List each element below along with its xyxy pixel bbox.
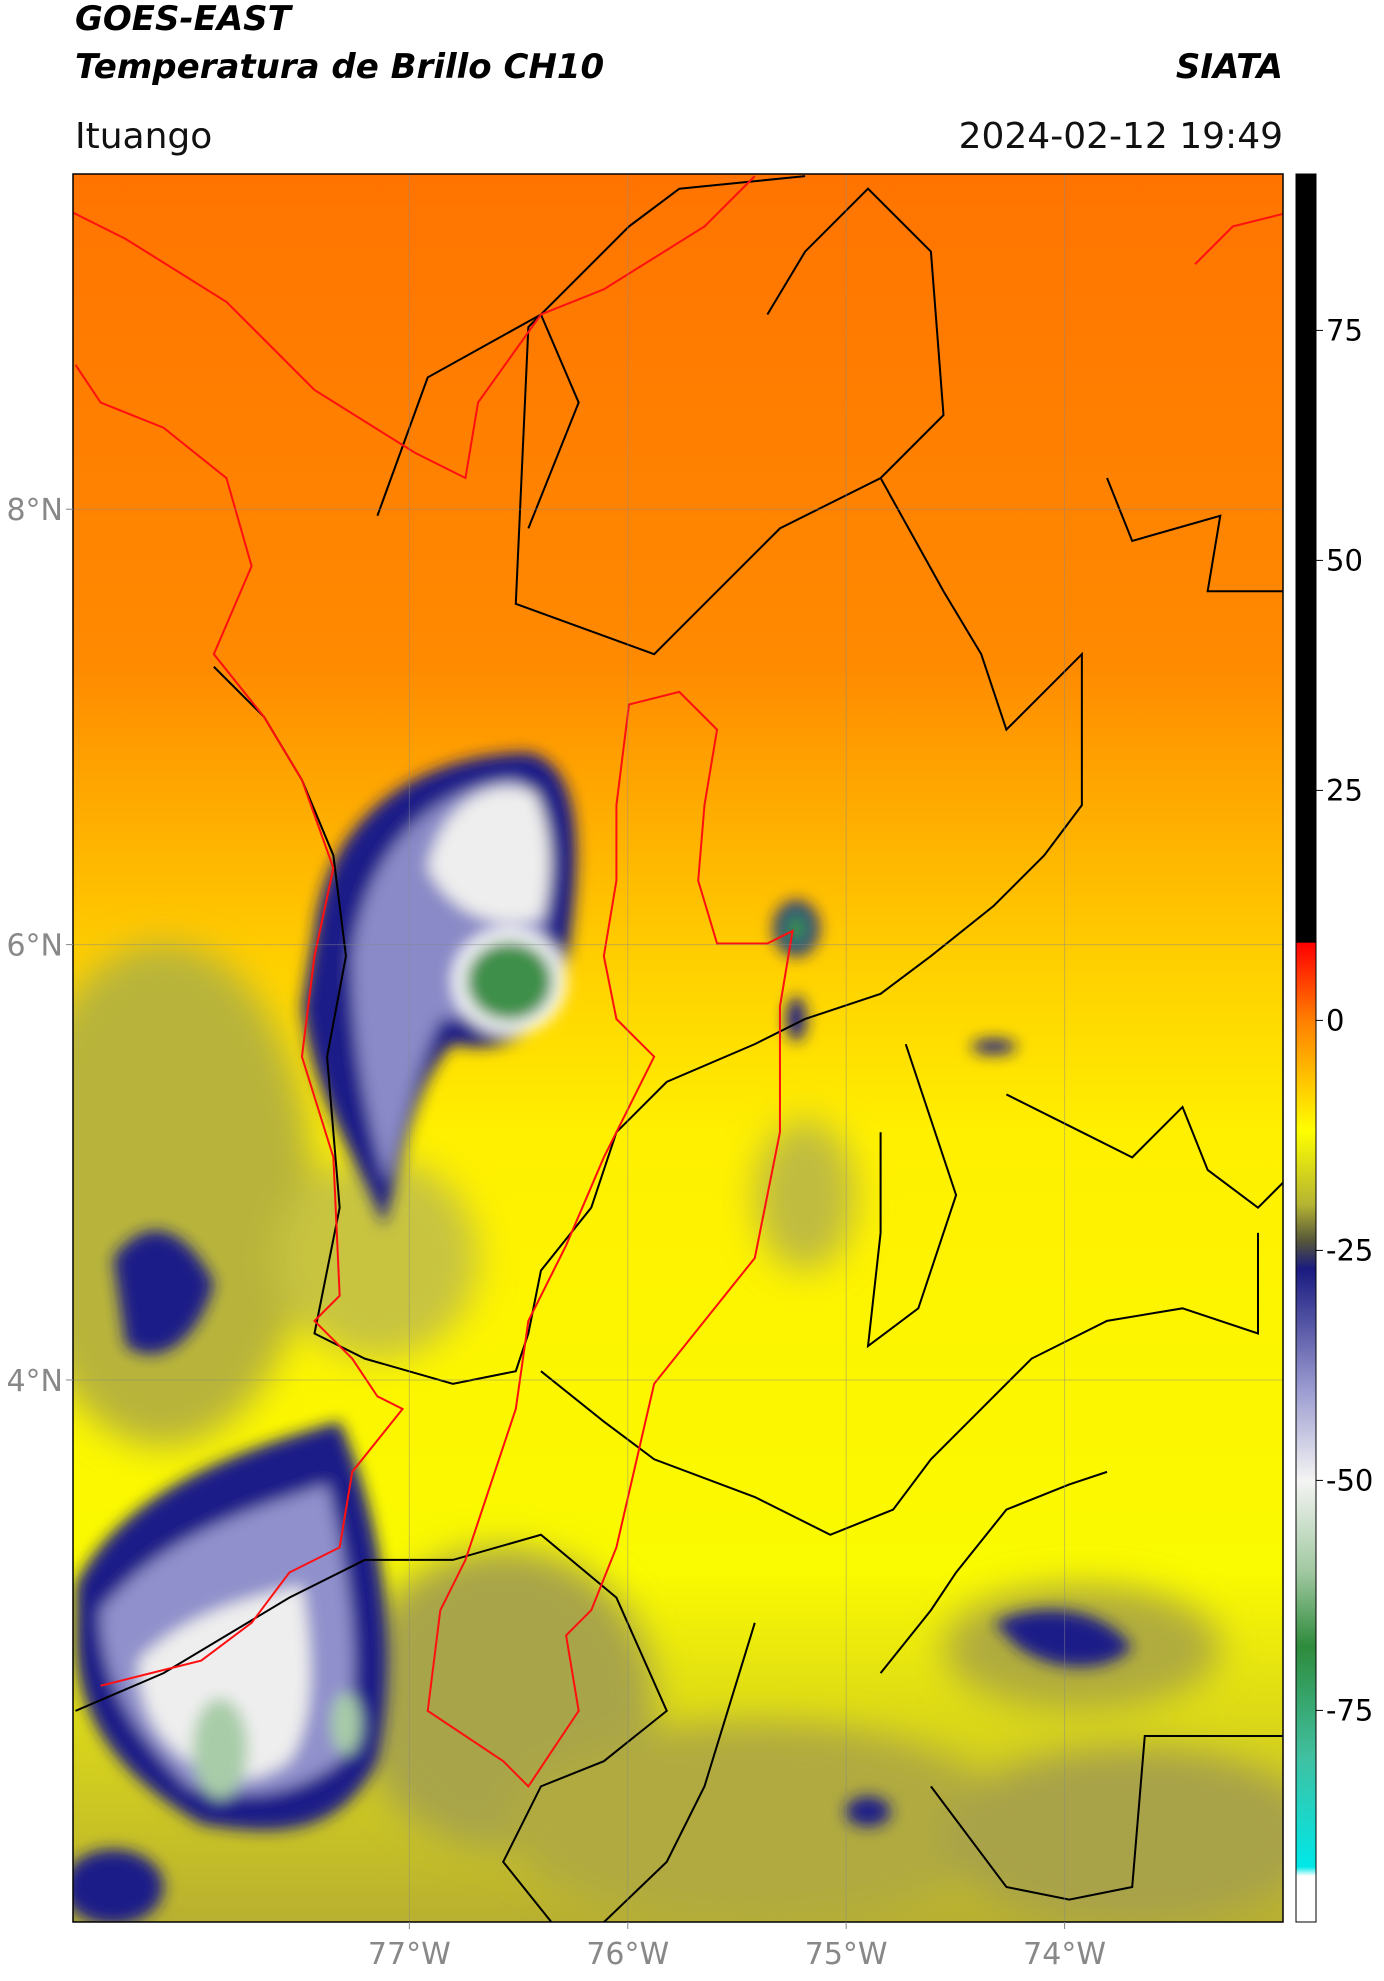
colorbar-tick-label: 25 [1326,773,1363,807]
olive-areas [73,943,1283,1922]
x-tick-label: 77°W [368,1937,451,1972]
boundaries [75,175,1283,1922]
colorbar-tick-label: 50 [1326,543,1363,577]
map-field [73,174,1283,1922]
x-tick-label: 76°W [586,1937,669,1972]
colorbar-tick-label: -75 [1326,1693,1373,1727]
grid [73,174,1283,1922]
x-tick-label: 75°W [805,1937,888,1972]
title: GOES-EAST [75,0,294,39]
datetime: 2024-02-12 19:49 [959,116,1283,157]
map-frame [72,173,1284,1923]
subtitle: Temperatura de Brillo CH10 [75,47,604,87]
colorbar-tick-label: -25 [1326,1233,1373,1267]
colorbar-tick-label: -50 [1326,1463,1373,1497]
axes: 77°W 76°W 75°W 74°W 4°N 6°N 8°N [6,493,1106,1972]
colorbar-scale [1295,173,1317,1923]
x-tick-label: 74°W [1023,1937,1106,1972]
y-tick-label: 4°N [6,1364,63,1399]
cold-clouds [73,752,1133,1922]
cloud-field [73,175,1283,1922]
source: SIATA [1176,47,1283,87]
colorbar-tick-label: 0 [1326,1003,1344,1037]
red-boundaries [73,175,1283,1788]
location: Ituango [75,116,212,157]
y-tick-label: 6°N [6,929,63,964]
colorbar: -75 -50 -25 0 25 50 75 [1295,173,1373,1923]
colorbar-tick-label: 75 [1326,313,1363,347]
y-tick-label: 8°N [6,493,63,528]
